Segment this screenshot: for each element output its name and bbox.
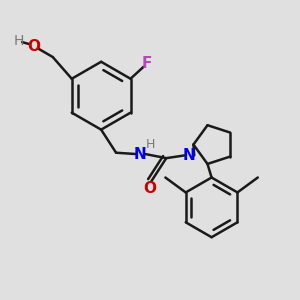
Text: O: O — [143, 181, 157, 196]
Text: O: O — [27, 39, 40, 54]
Text: H: H — [145, 138, 155, 151]
Text: N: N — [134, 147, 147, 162]
Text: N: N — [183, 148, 196, 163]
Text: F: F — [142, 56, 152, 71]
Text: H: H — [14, 34, 24, 48]
